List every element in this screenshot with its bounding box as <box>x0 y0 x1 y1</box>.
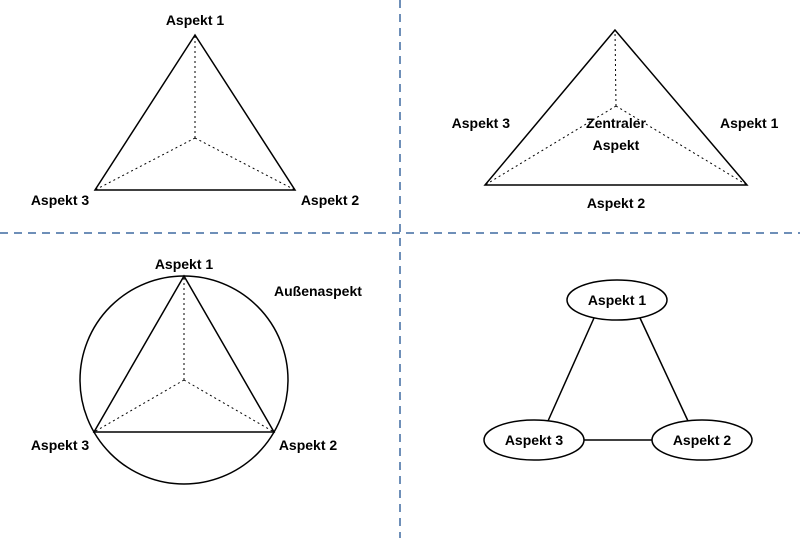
q3-spoke-right <box>184 380 274 432</box>
q1-label-top: Aspekt 1 <box>166 12 225 28</box>
q2-triangle <box>485 30 747 185</box>
q2-label-center-line1: Zentraler <box>586 115 646 131</box>
q3-label-outer: Außenaspekt <box>274 283 362 299</box>
q2-spoke-top <box>615 30 616 106</box>
q3-spoke-left <box>94 380 184 432</box>
q2-label-bottom: Aspekt 2 <box>587 195 646 211</box>
q3-label-right: Aspekt 2 <box>279 437 338 453</box>
q1-label-right: Aspekt 2 <box>301 192 360 208</box>
q2-label-center-line2: Aspekt <box>593 137 640 153</box>
q3-label-left: Aspekt 3 <box>31 437 90 453</box>
diagram-canvas: Aspekt 1 Aspekt 3 Aspekt 2 Aspekt 1 Aspe… <box>0 0 800 538</box>
panel-bottom-left: Aspekt 1 Aspekt 3 Aspekt 2 Außenaspekt <box>31 256 362 484</box>
q4-node-1-label: Aspekt 1 <box>588 292 647 308</box>
q4-edge-1-2 <box>640 318 688 421</box>
q3-label-top: Aspekt 1 <box>155 256 214 272</box>
q4-edge-1-3 <box>548 318 594 421</box>
q1-spoke-left <box>95 138 195 190</box>
panel-top-left: Aspekt 1 Aspekt 3 Aspekt 2 <box>31 12 360 208</box>
q4-node-3-label: Aspekt 3 <box>505 432 564 448</box>
q1-spoke-right <box>195 138 295 190</box>
q1-label-left: Aspekt 3 <box>31 192 90 208</box>
q4-node-2-label: Aspekt 2 <box>673 432 732 448</box>
panel-top-right: Aspekt 1 Aspekt 2 Aspekt 3 Zentraler Asp… <box>452 30 779 211</box>
panel-bottom-right: Aspekt 1 Aspekt 2 Aspekt 3 <box>484 280 752 460</box>
q2-label-right: Aspekt 1 <box>720 115 779 131</box>
q2-label-left: Aspekt 3 <box>452 115 511 131</box>
